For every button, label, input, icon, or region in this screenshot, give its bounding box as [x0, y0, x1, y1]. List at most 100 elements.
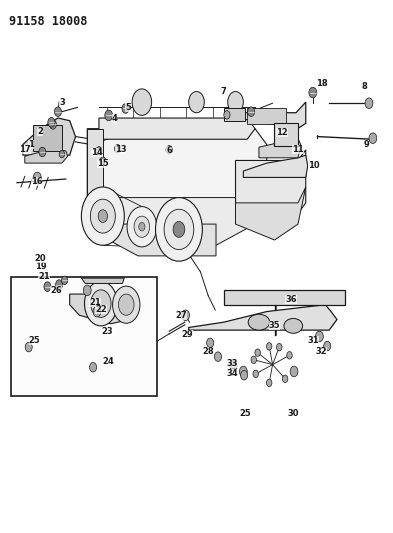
Text: 18: 18 — [316, 79, 327, 88]
Circle shape — [90, 362, 97, 372]
Text: 3: 3 — [59, 98, 65, 107]
Circle shape — [55, 107, 61, 116]
Circle shape — [287, 352, 292, 359]
Circle shape — [266, 343, 272, 350]
Text: 10: 10 — [308, 161, 320, 170]
Ellipse shape — [248, 314, 270, 330]
Text: 8: 8 — [362, 82, 367, 91]
Bar — [33, 125, 62, 151]
Circle shape — [96, 147, 102, 155]
Bar — [274, 123, 298, 146]
Circle shape — [134, 216, 150, 237]
Circle shape — [248, 107, 255, 116]
Text: 33: 33 — [227, 359, 238, 367]
Polygon shape — [87, 128, 103, 198]
Polygon shape — [259, 138, 301, 158]
Text: 13: 13 — [115, 146, 126, 155]
Circle shape — [239, 366, 247, 377]
Circle shape — [114, 144, 121, 153]
Bar — [247, 109, 286, 124]
Bar — [224, 290, 345, 305]
Circle shape — [283, 375, 288, 383]
Circle shape — [266, 379, 272, 386]
Circle shape — [290, 366, 298, 377]
Text: 32: 32 — [316, 347, 327, 356]
Text: 91158 18008: 91158 18008 — [9, 14, 88, 28]
Circle shape — [241, 370, 248, 380]
Circle shape — [228, 92, 243, 113]
Polygon shape — [87, 198, 255, 245]
Text: 5: 5 — [125, 103, 131, 112]
Circle shape — [25, 342, 32, 352]
Circle shape — [100, 157, 106, 164]
Circle shape — [139, 222, 145, 231]
Circle shape — [122, 104, 129, 114]
Polygon shape — [99, 118, 255, 139]
Circle shape — [33, 172, 41, 183]
Circle shape — [48, 117, 55, 127]
Text: 2: 2 — [37, 127, 43, 136]
Circle shape — [207, 338, 214, 348]
Text: 29: 29 — [181, 330, 193, 339]
Circle shape — [173, 221, 185, 237]
Circle shape — [166, 146, 172, 154]
Circle shape — [118, 294, 134, 316]
Polygon shape — [235, 187, 306, 240]
Circle shape — [324, 341, 331, 351]
Text: 27: 27 — [175, 311, 187, 320]
Circle shape — [91, 290, 111, 317]
Text: 31: 31 — [308, 336, 320, 345]
Text: 26: 26 — [50, 286, 62, 295]
Polygon shape — [235, 150, 306, 224]
Circle shape — [365, 98, 373, 109]
Circle shape — [59, 150, 64, 158]
Text: 25: 25 — [239, 409, 251, 418]
Text: 1: 1 — [28, 140, 33, 149]
Circle shape — [182, 310, 189, 320]
Text: 34: 34 — [227, 369, 238, 378]
Text: 6: 6 — [166, 147, 172, 156]
Polygon shape — [243, 102, 306, 130]
Text: 28: 28 — [202, 347, 214, 356]
Text: 11: 11 — [292, 146, 304, 155]
Text: 22: 22 — [95, 305, 107, 314]
Text: 19: 19 — [35, 262, 46, 271]
Polygon shape — [87, 128, 267, 214]
Circle shape — [215, 352, 222, 361]
Text: 21: 21 — [39, 271, 50, 280]
Circle shape — [224, 111, 230, 119]
Text: 30: 30 — [288, 409, 299, 418]
Circle shape — [277, 343, 282, 351]
Text: 12: 12 — [276, 128, 288, 138]
Circle shape — [127, 207, 157, 247]
Circle shape — [132, 89, 152, 115]
Circle shape — [113, 286, 140, 323]
Circle shape — [56, 280, 62, 289]
Polygon shape — [243, 155, 308, 177]
Circle shape — [81, 187, 124, 245]
Polygon shape — [70, 294, 134, 324]
Circle shape — [156, 198, 202, 261]
Circle shape — [98, 210, 108, 222]
Bar — [11, 277, 158, 397]
Text: 21: 21 — [89, 298, 101, 307]
Text: 24: 24 — [103, 358, 115, 367]
Polygon shape — [23, 118, 75, 155]
Circle shape — [44, 282, 51, 292]
Polygon shape — [81, 278, 124, 284]
Text: 20: 20 — [35, 254, 46, 263]
Polygon shape — [189, 305, 337, 330]
Circle shape — [255, 349, 261, 357]
Polygon shape — [25, 149, 68, 163]
Polygon shape — [99, 224, 216, 256]
Text: 17: 17 — [19, 146, 31, 155]
Text: 23: 23 — [101, 327, 112, 336]
Circle shape — [50, 119, 57, 129]
Circle shape — [251, 356, 257, 364]
Circle shape — [253, 370, 259, 377]
Bar — [224, 108, 245, 121]
Text: 4: 4 — [112, 114, 118, 123]
Text: 25: 25 — [29, 336, 40, 345]
Circle shape — [39, 147, 46, 157]
Ellipse shape — [284, 318, 303, 333]
